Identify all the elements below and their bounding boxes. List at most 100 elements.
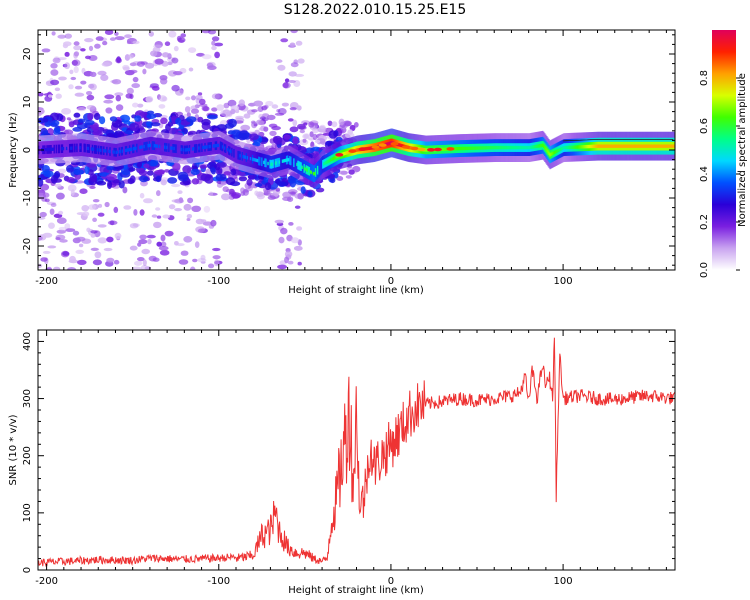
spectrogram-noise-blob: [127, 54, 134, 59]
spectrogram-ridge-segment: [102, 142, 104, 159]
spectrogram-noise-blob: [106, 257, 115, 263]
spectrogram-ridge-segment: [268, 155, 270, 173]
spectrogram-noise-blob: [180, 250, 189, 256]
snr-plot-area: [38, 330, 675, 570]
spectrogram-ridge-segment: [167, 139, 169, 156]
spectrogram-ridge-segment: [122, 142, 125, 160]
spectrogram-core-blob: [201, 118, 211, 126]
spectrogram-ridge-segment: [303, 166, 305, 171]
spectrogram-ridge-segment: [667, 144, 669, 148]
spectrogram-noise-blob: [171, 57, 179, 64]
spectrogram-noise-blob: [227, 99, 237, 107]
spectrogram-ridge-segment: [470, 146, 473, 150]
spectrogram-ridge-segment: [538, 144, 541, 148]
spectrogram-ridge-segment: [565, 145, 568, 150]
spectrogram-noise-blob: [58, 226, 67, 231]
spectrogram-ridge-segment: [333, 156, 335, 160]
spectrogram-ridge-segment: [645, 144, 647, 148]
spectrogram-core-blob: [273, 135, 283, 145]
spectrogram-ridge-segment: [87, 146, 90, 151]
spectrogram-core-blob: [84, 119, 95, 126]
spectrogram-noise-blob: [62, 251, 70, 256]
spectrogram-noise-blob: [231, 192, 242, 199]
spectrogram-noise-blob: [271, 126, 281, 131]
spectrogram-noise-blob: [50, 203, 57, 207]
spectrogram-ridge-segment: [233, 148, 235, 158]
spectrogram-ridge-segment: [600, 144, 603, 148]
spectrogram-noise-blob: [150, 50, 158, 57]
spectrogram-ridge-segment: [146, 141, 148, 151]
spectrogram-noise-blob: [78, 243, 84, 248]
spectrogram-ridge-segment: [200, 139, 202, 157]
spectrogram-ridge-segment: [650, 144, 652, 148]
spectrogram-core-blob: [247, 175, 255, 180]
spectrogram-core-blob: [186, 116, 197, 123]
spectrogram-noise-blob: [194, 241, 200, 249]
spectrogram-ridge-segment: [123, 142, 126, 160]
spectrogram-ridge-segment: [218, 136, 221, 154]
spectrogram-noise-blob: [158, 104, 166, 109]
spectrogram-ridge-segment: [52, 147, 54, 151]
spectrogram-core-blob: [128, 167, 136, 172]
spectrogram-noise-blob: [109, 37, 116, 41]
spectrogram-ridge-segment: [551, 152, 553, 156]
spectrogram-noise-blob: [91, 247, 99, 251]
spectrogram-ridge-segment: [237, 150, 239, 160]
spectrogram-ridge-segment: [198, 146, 200, 150]
spectrogram-ridge-segment: [516, 145, 518, 150]
spectrogram-noise-blob: [171, 183, 181, 188]
spectrogram-ridge-segment: [622, 144, 625, 148]
spectrogram-ridge-segment: [471, 146, 474, 150]
spectrogram-core-blob: [43, 170, 54, 178]
spectrogram-ridge-segment: [195, 144, 197, 153]
spectrogram-ridge-segment: [555, 149, 557, 154]
spectrogram-noise-blob: [67, 184, 77, 192]
spectrogram-noise-blob: [277, 264, 288, 270]
spectrogram-core-blob: [112, 179, 121, 184]
spectrogram-noise-blob: [155, 207, 161, 211]
spectrogram-core-blob: [123, 120, 131, 125]
spectrogram-noise-blob: [75, 236, 86, 242]
spectrogram-ridge-segment: [307, 166, 310, 176]
spectrogram-ridge-segment: [244, 155, 247, 159]
spectrogram-ridge-segment: [552, 151, 554, 155]
spectrogram-noise-blob: [114, 232, 122, 240]
spectrogram-noise-blob: [58, 76, 67, 81]
spectrogram-ridge-segment: [585, 144, 587, 149]
spectrogram-core-blob: [249, 133, 259, 141]
spectrogram-noise-blob: [92, 199, 100, 203]
spectrogram-ridge-segment: [206, 145, 208, 149]
spectrogram-ridge-segment: [94, 145, 97, 154]
spectrogram-ridge-segment: [293, 158, 295, 167]
spectrogram-ridge-segment: [245, 153, 248, 162]
spectrogram-noise-blob: [180, 33, 186, 38]
spectrogram-ridge-segment: [498, 145, 501, 150]
spectrogram-core-blob: [111, 119, 123, 128]
spectrogram-noise-blob: [71, 59, 81, 67]
spectrogram-noise-blob: [287, 118, 294, 122]
spectrogram-noise-blob: [81, 205, 89, 212]
spectrogram-ridge-segment: [166, 145, 168, 150]
spectrogram-ridge-segment: [643, 144, 645, 148]
spectrogram-noise-blob: [312, 133, 318, 141]
spectrogram-ridge-segment: [603, 144, 605, 148]
spectrogram-ridge-segment: [586, 144, 588, 149]
spectrogram-ridge-segment: [466, 146, 469, 151]
spectrogram-ridge-segment: [631, 144, 634, 148]
spectrogram-ridge-segment: [499, 145, 502, 150]
spectrogram-core-blob: [107, 180, 112, 190]
spectrogram-ridge-segment: [250, 150, 253, 168]
spectrogram-noise-blob: [88, 83, 95, 89]
spectrogram-noise-blob: [63, 41, 72, 47]
spectrogram-ridge-segment: [635, 144, 637, 148]
spectrogram-ridge-segment: [305, 167, 307, 172]
spectrogram-ridge-segment: [129, 147, 132, 152]
spectrogram-noise-blob: [38, 108, 45, 115]
spectrogram-ridge-segment: [669, 144, 671, 148]
spectrogram-noise-blob: [177, 190, 183, 195]
spectrogram-core-blob: [146, 170, 154, 176]
spectrogram-noise-blob: [57, 34, 66, 39]
spectrogram-ridge-segment: [142, 138, 144, 156]
spectrogram-ridge-segment: [197, 139, 199, 157]
spectrogram-ridge-segment: [461, 146, 463, 151]
